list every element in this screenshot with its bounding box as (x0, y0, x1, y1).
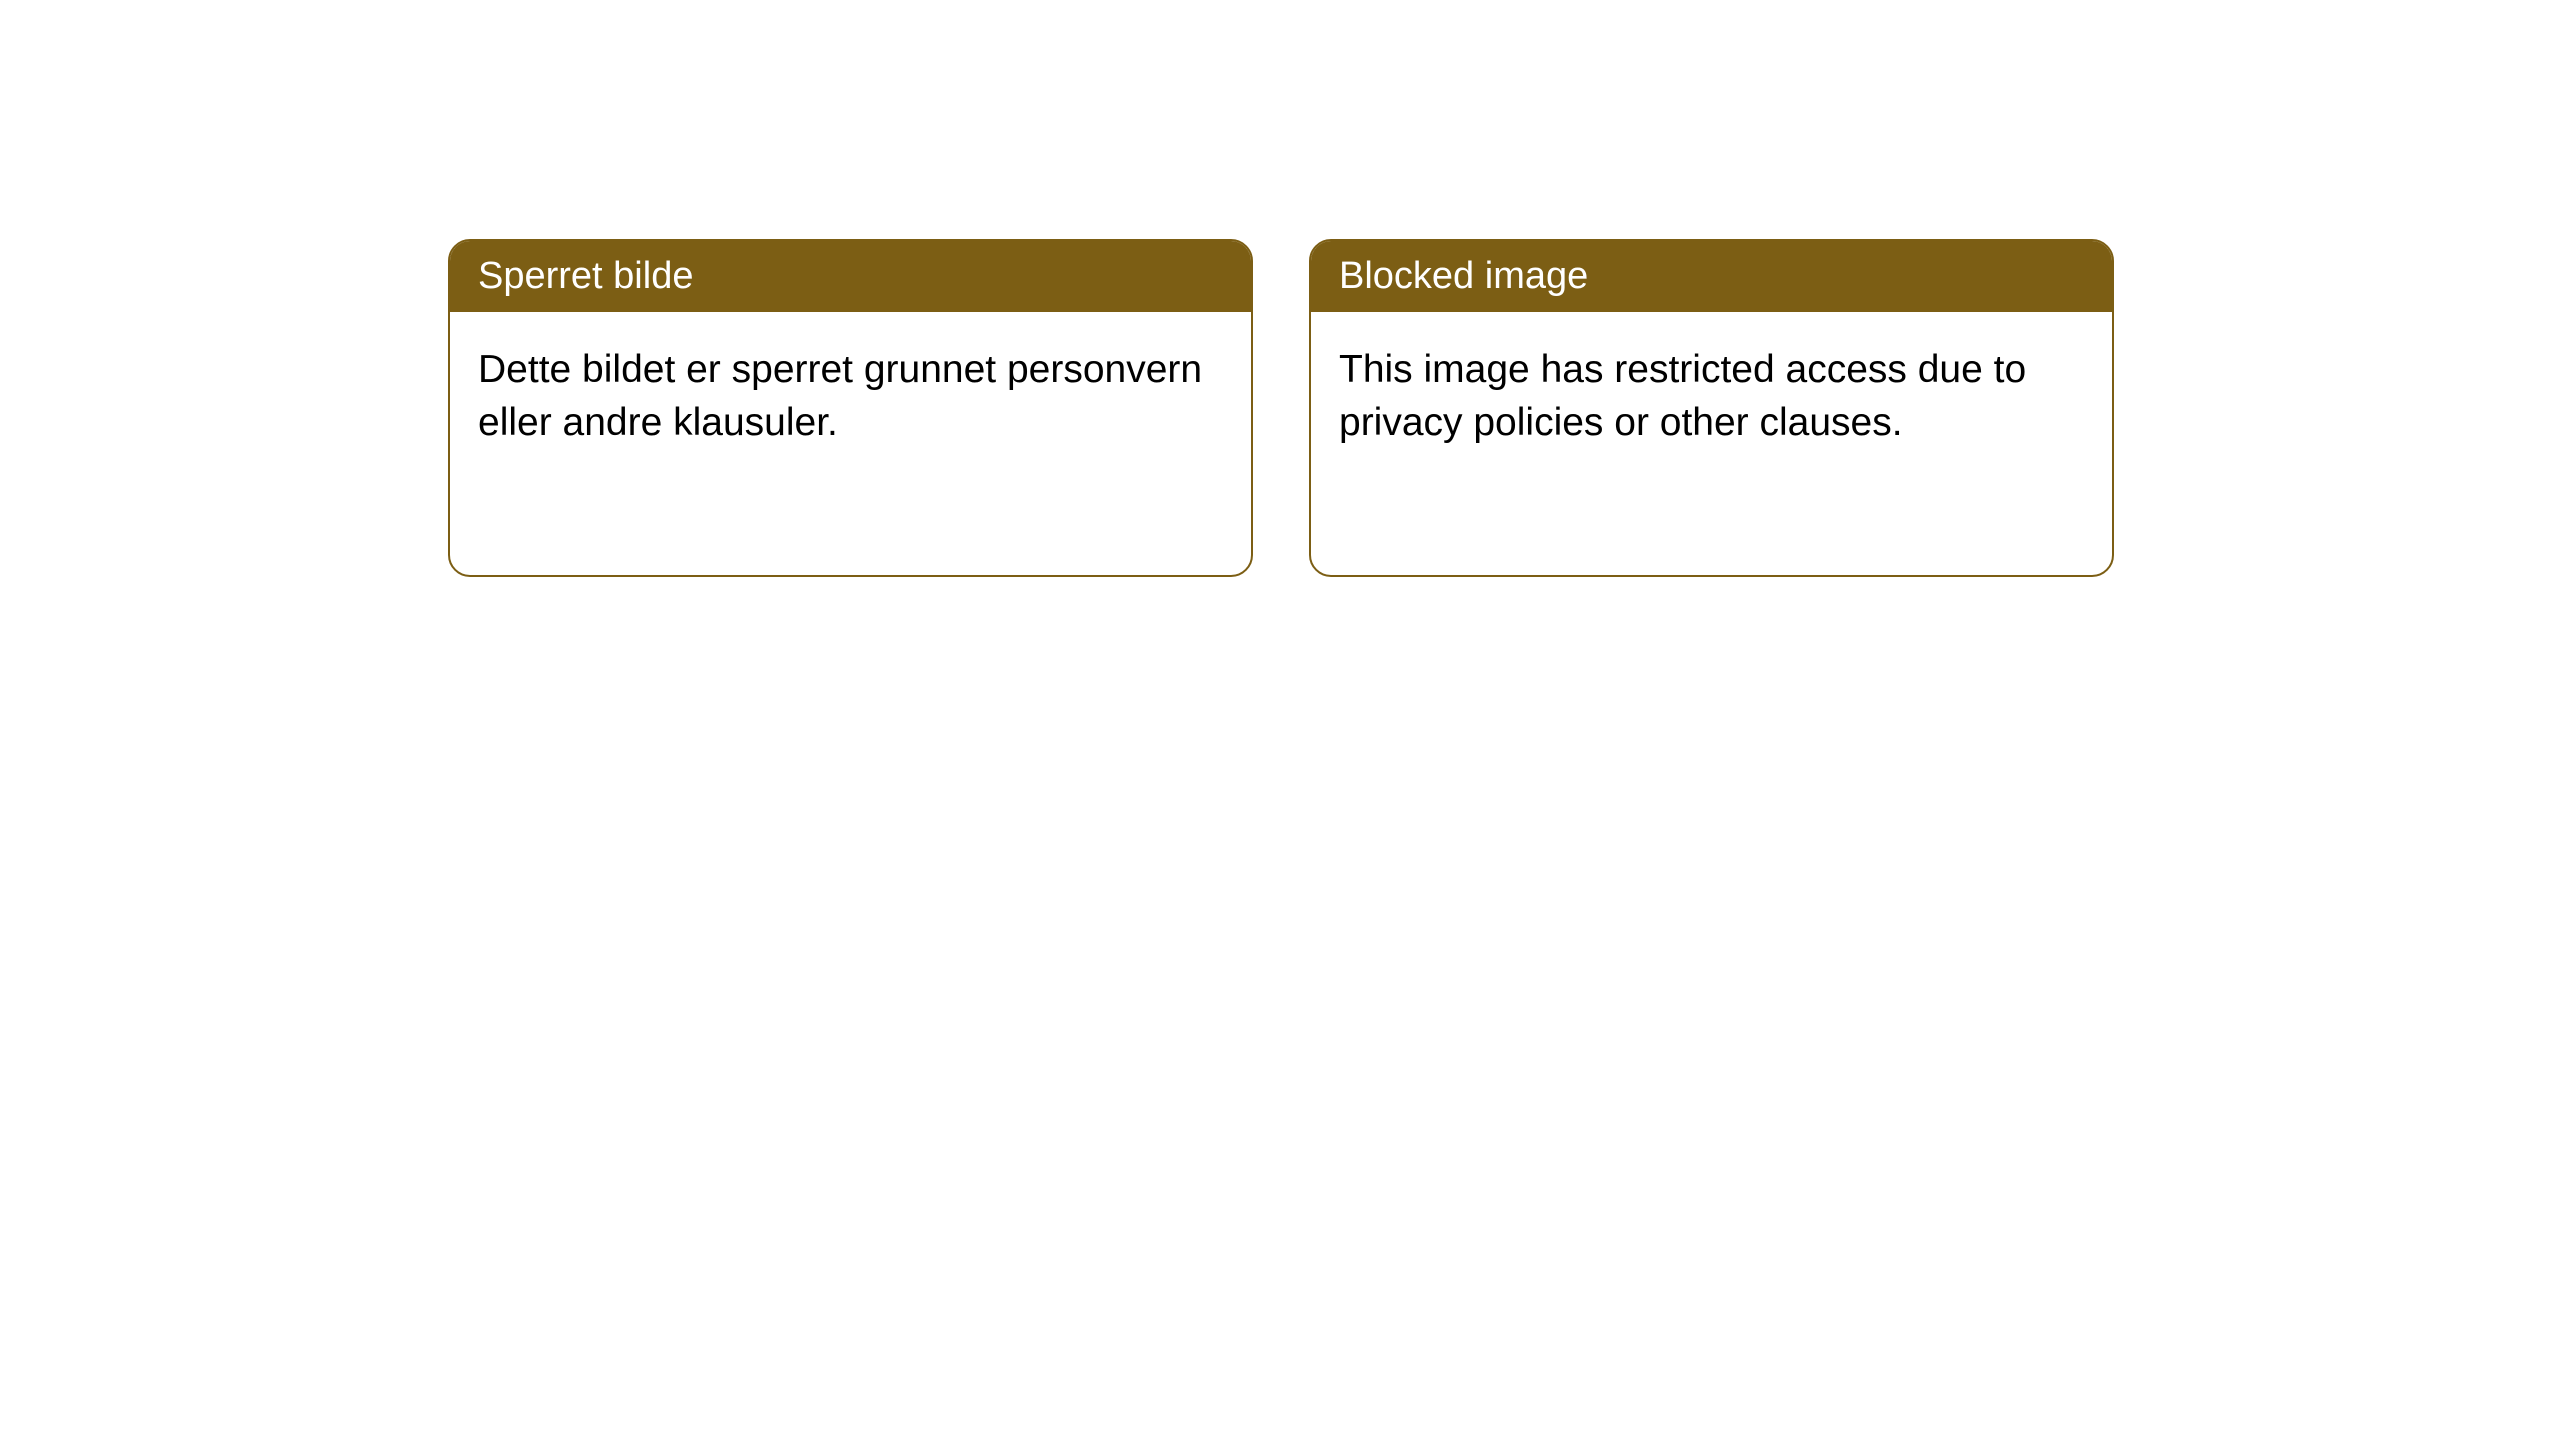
blocked-image-card-norwegian: Sperret bilde Dette bildet er sperret gr… (448, 239, 1253, 577)
card-header: Sperret bilde (450, 241, 1251, 312)
card-body: This image has restricted access due to … (1311, 312, 2112, 481)
card-body-text: This image has restricted access due to … (1339, 348, 2026, 444)
blocked-image-card-english: Blocked image This image has restricted … (1309, 239, 2114, 577)
card-title: Blocked image (1339, 255, 1588, 297)
blocked-image-cards-container: Sperret bilde Dette bildet er sperret gr… (448, 239, 2114, 577)
card-title: Sperret bilde (478, 255, 693, 297)
card-body-text: Dette bildet er sperret grunnet personve… (478, 348, 1202, 444)
card-header: Blocked image (1311, 241, 2112, 312)
card-body: Dette bildet er sperret grunnet personve… (450, 312, 1251, 481)
